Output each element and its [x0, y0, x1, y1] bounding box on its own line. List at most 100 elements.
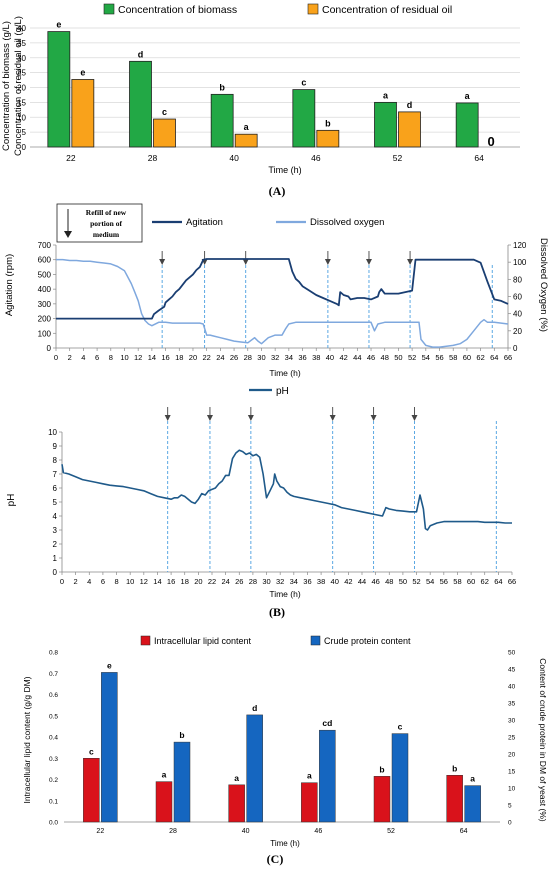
bar-lipid [301, 782, 318, 823]
x-tick-label: 64 [494, 577, 502, 586]
x-tick-label: 24 [221, 577, 229, 586]
y-tick-label: 5 [53, 498, 58, 507]
down-arrow-icon [370, 415, 377, 421]
agitation-line [56, 258, 509, 320]
y-axis-title-ph: pH [6, 494, 17, 507]
legend-biomass-swatch [103, 3, 115, 15]
x-tick-label-a: 64 [474, 153, 484, 163]
y-tick-label-protein: 50 [508, 650, 516, 657]
significance-letter: a [234, 773, 239, 783]
significance-letter: d [252, 703, 257, 713]
legend-c: Intracellular lipid content Crude protei… [140, 635, 411, 646]
grid-a [30, 27, 520, 148]
series-b-ph [61, 449, 512, 531]
panel-label-a: (A) [269, 184, 286, 198]
x-tick-label: 38 [317, 577, 325, 586]
x-tick-label: 50 [394, 353, 402, 362]
down-arrow-icon [411, 415, 418, 421]
down-arrow-icon [164, 415, 171, 421]
x-axis-title-c: Time (h) [270, 839, 300, 848]
x-tick-label: 8 [109, 353, 113, 362]
x-tick-label: 22 [208, 577, 216, 586]
x-axis-title-b-ph: Time (h) [269, 589, 300, 599]
y-tick-label-protein: 35 [508, 701, 516, 708]
significance-letter: c [89, 746, 94, 756]
y-tick-label-protein: 40 [508, 684, 516, 691]
x-axis-title-a: Time (h) [268, 165, 301, 175]
x-tick-label: 62 [476, 353, 484, 362]
bar-lipid [228, 784, 245, 823]
x-tick-label: 58 [449, 353, 457, 362]
bar-biomass [210, 93, 234, 148]
y-right-tick-label: 20 [513, 327, 522, 336]
x-tick-label: 30 [262, 577, 270, 586]
y-tick-label-protein: 20 [508, 752, 516, 759]
down-arrow-icon [247, 415, 254, 421]
x-tick-label: 24 [216, 353, 224, 362]
bar-biomass [292, 89, 316, 148]
x-tick-label-c: 28 [169, 828, 177, 835]
x-tick-label: 4 [87, 577, 91, 586]
y-right-tick-label: 100 [513, 258, 527, 267]
y-tick-label-a: 15 [17, 98, 26, 107]
x-tick-label: 30 [257, 353, 265, 362]
y-tick-label-a: 20 [17, 84, 26, 93]
y-tick-label-a: 5 [22, 128, 27, 137]
y-tick-label-lipid: 0.4 [49, 735, 58, 742]
y-right-tick-label: 0 [513, 344, 518, 353]
x-tick-label: 14 [148, 353, 156, 362]
ph-line [61, 449, 512, 531]
y-tick-label-lipid: 0.3 [49, 756, 58, 763]
significance-letter: c [301, 78, 306, 88]
x-tick-label: 34 [290, 577, 298, 586]
chart-c: Intracellular lipid content Crude protei… [22, 635, 548, 866]
axes-b-ph: 0 2 4 6 8 10 12 14 16 18 20 22 24 26 28 30 32 34 36 38 40 42 4… [48, 428, 516, 586]
bars-a: e e d c b a c b a d a 0 [47, 20, 495, 149]
y-tick-label-protein: 45 [508, 667, 516, 674]
x-tick-label: 54 [422, 353, 430, 362]
x-tick-label: 66 [508, 577, 516, 586]
significance-letter: d [407, 100, 413, 110]
y-tick-label-protein: 10 [508, 786, 516, 793]
refill-annotation-line1: Refill of new [86, 208, 127, 217]
significance-letter: b [179, 730, 184, 740]
legend-lipid-label: Intracellular lipid content [154, 636, 252, 646]
y-axis-title-protein: Content of crude protein in DM of yeast … [538, 658, 548, 822]
significance-letter: 0 [488, 134, 495, 149]
x-tick-label: 2 [74, 577, 78, 586]
x-tick-label: 0 [54, 353, 58, 362]
x-tick-label: 20 [194, 577, 202, 586]
significance-letter: b [325, 118, 331, 128]
x-tick-label: 6 [101, 577, 105, 586]
legend-ph-label: pH [276, 386, 289, 397]
x-tick-label: 26 [235, 577, 243, 586]
x-tick-label: 60 [463, 353, 471, 362]
x-tick-label: 10 [120, 353, 128, 362]
axes-c: 0.0 0.1 0.2 0.3 0.4 0.5 0.6 0.7 0.8 0 5 10 15 20 25 30 3… [49, 650, 516, 836]
legend-protein-label: Crude protein content [324, 636, 411, 646]
x-tick-label: 34 [285, 353, 293, 362]
legend-a: Concentration of biomass Concentration o… [103, 3, 452, 16]
y-tick-label: 400 [38, 285, 52, 294]
y-right-tick-label: 120 [513, 241, 527, 250]
legend-lipid-swatch [140, 635, 151, 646]
down-arrow-icon [365, 259, 372, 265]
panel-label-c: (C) [267, 852, 284, 866]
y-tick-label-lipid: 0.7 [49, 671, 58, 678]
y-tick-label: 600 [38, 256, 52, 265]
y-tick-label-lipid: 0.5 [49, 713, 58, 720]
significance-letter: b [219, 82, 225, 92]
significance-letter: e [107, 660, 112, 670]
y-tick-label-a: 25 [17, 69, 26, 78]
x-tick-label: 20 [189, 353, 197, 362]
down-arrow-icon [64, 231, 72, 238]
y-tick-label-a: 30 [17, 54, 26, 63]
down-arrow-icon [329, 415, 336, 421]
significance-letter: cd [322, 718, 332, 728]
x-tick-label: 8 [114, 577, 118, 586]
y-tick-label-lipid: 0.2 [49, 777, 58, 784]
chart-a: Concentration of biomass Concentration o… [1, 3, 520, 198]
x-tick-label: 50 [399, 577, 407, 586]
chart-b-agitation: Refill of new portion of medium Agitatio… [4, 203, 549, 378]
x-tick-label-c: 52 [387, 828, 395, 835]
